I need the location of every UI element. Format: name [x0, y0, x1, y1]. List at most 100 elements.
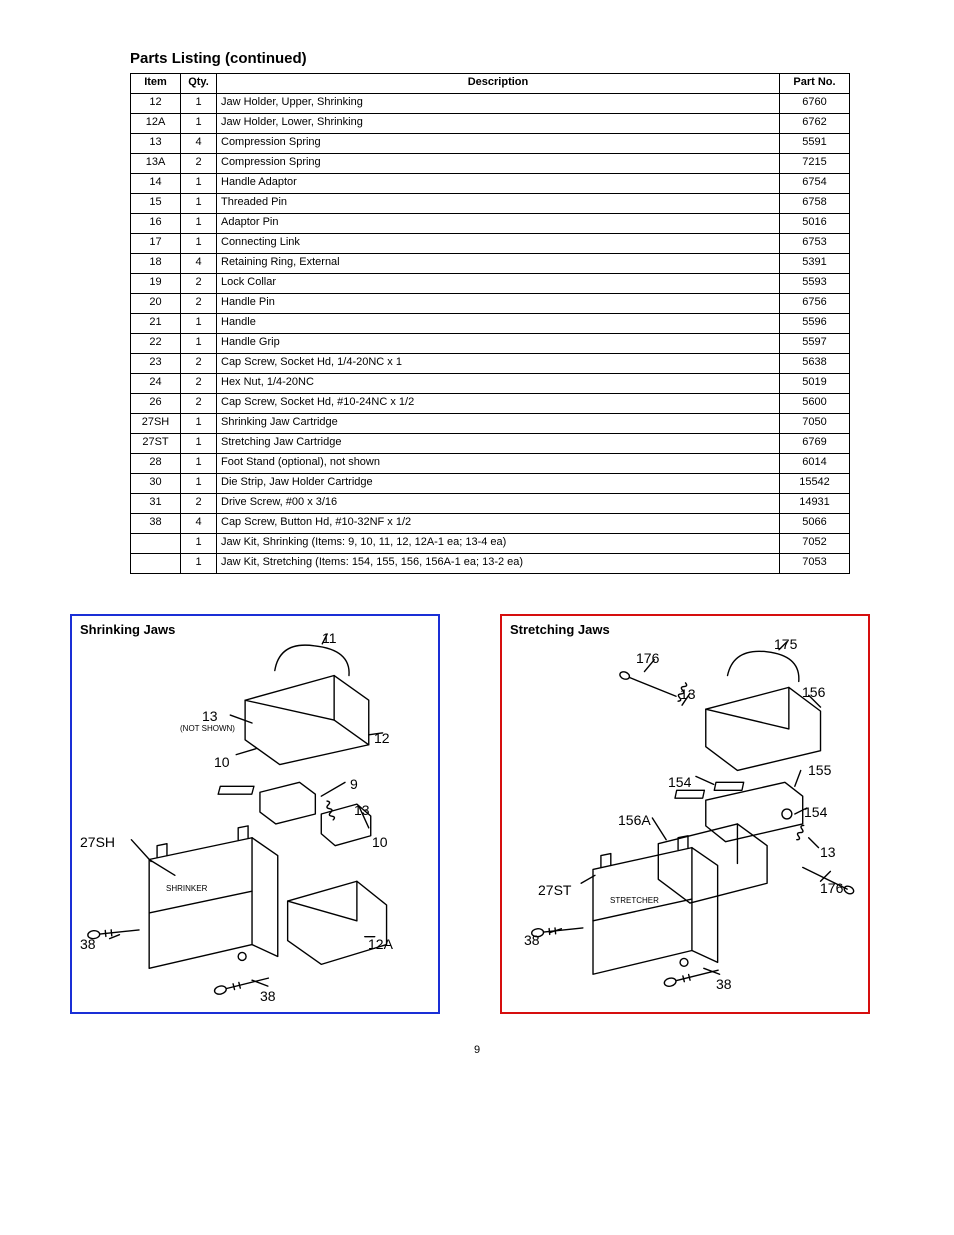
- table-cell: 14931: [780, 494, 850, 514]
- callout-label: 155: [808, 762, 831, 778]
- table-cell: 6754: [780, 174, 850, 194]
- table-cell: Connecting Link: [217, 234, 780, 254]
- table-cell: 2: [181, 294, 217, 314]
- table-cell: 22: [131, 334, 181, 354]
- table-row: 262Cap Screw, Socket Hd, #10-24NC x 1/25…: [131, 394, 850, 414]
- callout-label: 10: [372, 834, 388, 850]
- table-cell: 6762: [780, 114, 850, 134]
- table-cell: Threaded Pin: [217, 194, 780, 214]
- table-row: 1Jaw Kit, Stretching (Items: 154, 155, 1…: [131, 554, 850, 574]
- callout-label: 27SH: [80, 834, 115, 850]
- table-cell: 6753: [780, 234, 850, 254]
- callout-label: (NOT SHOWN): [180, 724, 235, 733]
- table-cell: 5638: [780, 354, 850, 374]
- page-number: 9: [60, 1044, 894, 1056]
- table-cell: 15: [131, 194, 181, 214]
- table-cell: Jaw Kit, Shrinking (Items: 9, 10, 11, 12…: [217, 534, 780, 554]
- diagrams-row: Shrinking Jaws: [70, 614, 894, 1014]
- table-row: 192Lock Collar5593: [131, 274, 850, 294]
- table-cell: 28: [131, 454, 181, 474]
- table-cell: 5600: [780, 394, 850, 414]
- table-cell: Retaining Ring, External: [217, 254, 780, 274]
- table-cell: 4: [181, 134, 217, 154]
- callout-label: 13: [202, 708, 218, 724]
- table-cell: Cap Screw, Socket Hd, #10-24NC x 1/2: [217, 394, 780, 414]
- table-row: 202Handle Pin6756: [131, 294, 850, 314]
- table-row: 134Compression Spring5591: [131, 134, 850, 154]
- table-cell: 5066: [780, 514, 850, 534]
- callout-label: 38: [80, 936, 96, 952]
- callout-label: 156: [802, 684, 825, 700]
- table-cell: Compression Spring: [217, 134, 780, 154]
- table-row: 27ST1Stretching Jaw Cartridge6769: [131, 434, 850, 454]
- table-cell: 1: [181, 114, 217, 134]
- table-cell: Shrinking Jaw Cartridge: [217, 414, 780, 434]
- table-cell: 5596: [780, 314, 850, 334]
- table-cell: 26: [131, 394, 181, 414]
- th-part: Part No.: [780, 74, 850, 94]
- table-cell: Cap Screw, Button Hd, #10-32NF x 1/2: [217, 514, 780, 534]
- table-cell: 27ST: [131, 434, 181, 454]
- table-row: 151Threaded Pin6758: [131, 194, 850, 214]
- table-cell: 2: [181, 354, 217, 374]
- table-cell: 6014: [780, 454, 850, 474]
- table-cell: Jaw Holder, Lower, Shrinking: [217, 114, 780, 134]
- table-cell: Handle Pin: [217, 294, 780, 314]
- table-cell: 15542: [780, 474, 850, 494]
- table-cell: 12: [131, 94, 181, 114]
- table-cell: 30: [131, 474, 181, 494]
- callout-label: 175: [774, 636, 797, 652]
- table-row: 232Cap Screw, Socket Hd, 1/4-20NC x 1563…: [131, 354, 850, 374]
- parts-table: Item Qty. Description Part No. 121Jaw Ho…: [130, 73, 850, 574]
- table-cell: 27SH: [131, 414, 181, 434]
- table-cell: 38: [131, 514, 181, 534]
- table-cell: 1: [181, 454, 217, 474]
- table-row: 141Handle Adaptor6754: [131, 174, 850, 194]
- callout-label: STRETCHER: [610, 896, 659, 905]
- callout-label: 154: [804, 804, 827, 820]
- table-cell: 5591: [780, 134, 850, 154]
- table-cell: Compression Spring: [217, 154, 780, 174]
- table-cell: 13: [131, 134, 181, 154]
- table-cell: Adaptor Pin: [217, 214, 780, 234]
- callout-label: 38: [716, 976, 732, 992]
- table-cell: 19: [131, 274, 181, 294]
- callout-label: 9: [350, 776, 358, 792]
- table-cell: 1: [181, 534, 217, 554]
- table-row: 27SH1Shrinking Jaw Cartridge7050: [131, 414, 850, 434]
- table-cell: 16: [131, 214, 181, 234]
- callout-label: 11: [322, 630, 337, 646]
- table-cell: 18: [131, 254, 181, 274]
- table-row: 281Foot Stand (optional), not shown6014: [131, 454, 850, 474]
- callout-label: 10: [214, 754, 230, 770]
- table-cell: 1: [181, 94, 217, 114]
- table-cell: Jaw Kit, Stretching (Items: 154, 155, 15…: [217, 554, 780, 574]
- table-cell: Cap Screw, Socket Hd, 1/4-20NC x 1: [217, 354, 780, 374]
- table-cell: 31: [131, 494, 181, 514]
- table-cell: 7050: [780, 414, 850, 434]
- table-cell: 4: [181, 254, 217, 274]
- table-cell: 20: [131, 294, 181, 314]
- table-cell: [131, 534, 181, 554]
- table-cell: 23: [131, 354, 181, 374]
- table-cell: 5391: [780, 254, 850, 274]
- table-cell: Lock Collar: [217, 274, 780, 294]
- table-cell: Stretching Jaw Cartridge: [217, 434, 780, 454]
- table-cell: 2: [181, 494, 217, 514]
- table-row: 13A2Compression Spring7215: [131, 154, 850, 174]
- table-cell: Drive Screw, #00 x 3/16: [217, 494, 780, 514]
- table-row: 242Hex Nut, 1/4-20NC5019: [131, 374, 850, 394]
- table-cell: 2: [181, 394, 217, 414]
- table-cell: Hex Nut, 1/4-20NC: [217, 374, 780, 394]
- table-cell: Handle: [217, 314, 780, 334]
- th-desc: Description: [217, 74, 780, 94]
- table-row: 312Drive Screw, #00 x 3/1614931: [131, 494, 850, 514]
- callout-label: 176: [636, 650, 659, 666]
- table-cell: [131, 554, 181, 574]
- table-cell: 2: [181, 274, 217, 294]
- table-cell: 21: [131, 314, 181, 334]
- callout-label: 154: [668, 774, 691, 790]
- table-cell: 5593: [780, 274, 850, 294]
- callout-label: 38: [260, 988, 276, 1004]
- table-cell: 12A: [131, 114, 181, 134]
